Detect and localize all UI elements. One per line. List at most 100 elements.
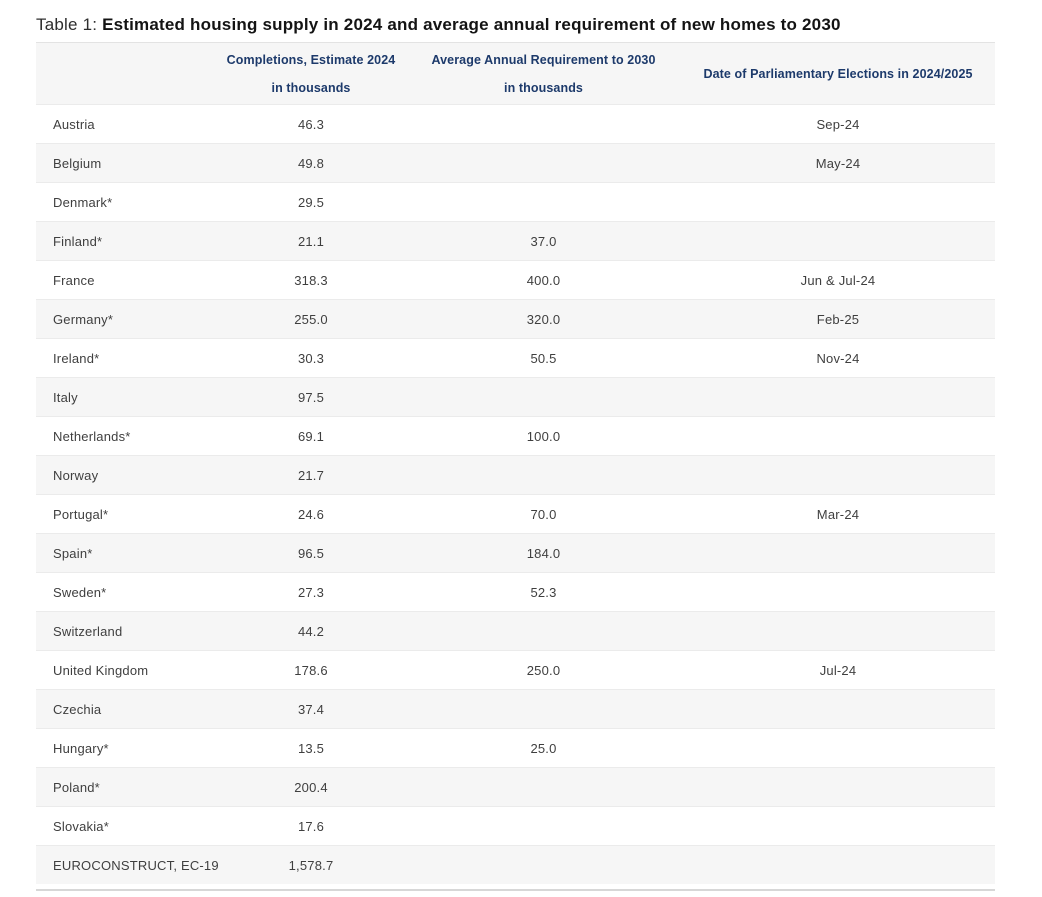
- requirement-cell: [406, 456, 681, 494]
- table-row: Austria 46.3 Sep-24: [36, 104, 995, 143]
- country-cell: Switzerland: [53, 623, 123, 639]
- header-requirement-line2: in thousands: [504, 80, 583, 95]
- country-cell: Germany*: [53, 311, 114, 327]
- table-title-prefix: Table 1:: [36, 15, 103, 34]
- country-cell: Norway: [53, 467, 99, 483]
- elections-cell: Mar-24: [816, 506, 860, 522]
- table-header-row: Completions, Estimate 2024 in thousands …: [36, 42, 995, 104]
- elections-cell: May-24: [815, 155, 861, 171]
- header-completions-line2: in thousands: [271, 80, 351, 95]
- table-row: Netherlands* 69.1 100.0: [36, 416, 995, 455]
- completions-cell: 21.7: [297, 467, 325, 483]
- completions-cell: 200.4: [294, 779, 328, 795]
- country-cell: EUROCONSTRUCT, EC-19: [53, 857, 219, 873]
- country-cell: Finland*: [53, 233, 103, 249]
- elections-cell: Sep-24: [816, 116, 860, 132]
- requirement-cell: 50.5: [530, 350, 557, 366]
- elections-cell: [681, 378, 995, 416]
- elections-cell: Feb-25: [816, 311, 860, 327]
- requirement-cell: [406, 378, 681, 416]
- elections-cell: Nov-24: [816, 350, 860, 366]
- country-cell: Denmark*: [53, 194, 113, 210]
- header-country: [36, 43, 216, 104]
- header-requirement-line1: Average Annual Requirement to 2030: [431, 52, 656, 67]
- table-row: France 318.3 400.0 Jun & Jul-24: [36, 260, 995, 299]
- completions-cell: 44.2: [297, 623, 325, 639]
- table-row: Norway 21.7: [36, 455, 995, 494]
- requirement-cell: 52.3: [530, 584, 557, 600]
- country-cell: Spain*: [53, 545, 93, 561]
- table-row: Slovakia* 17.6: [36, 806, 995, 845]
- header-completions-line1: Completions, Estimate 2024: [226, 52, 396, 67]
- completions-cell: 1,578.7: [288, 857, 334, 873]
- country-cell: Austria: [53, 116, 95, 132]
- table-row: Denmark* 29.5: [36, 182, 995, 221]
- table-body: Austria 46.3 Sep-24 Belgium 49.8 May-24 …: [36, 104, 995, 884]
- country-cell: Czechia: [53, 701, 102, 717]
- country-cell: Belgium: [53, 155, 102, 171]
- completions-cell: 13.5: [297, 740, 325, 756]
- completions-cell: 24.6: [297, 506, 325, 522]
- requirement-cell: [406, 846, 681, 884]
- country-cell: Hungary*: [53, 740, 109, 756]
- completions-cell: 49.8: [297, 155, 325, 171]
- requirement-cell: 100.0: [526, 428, 561, 444]
- country-cell: Slovakia*: [53, 818, 109, 834]
- elections-cell: [681, 534, 995, 572]
- requirement-cell: 70.0: [530, 506, 557, 522]
- completions-cell: 178.6: [294, 662, 328, 678]
- requirement-cell: 37.0: [530, 233, 557, 249]
- table-row: Switzerland 44.2: [36, 611, 995, 650]
- country-cell: France: [53, 272, 95, 288]
- table-row: United Kingdom 178.6 250.0 Jul-24: [36, 650, 995, 689]
- country-cell: Sweden*: [53, 584, 107, 600]
- table-row: Poland* 200.4: [36, 767, 995, 806]
- completions-cell: 17.6: [297, 818, 325, 834]
- table-row: Spain* 96.5 184.0: [36, 533, 995, 572]
- requirement-cell: [406, 144, 681, 182]
- elections-cell: Jul-24: [819, 662, 857, 678]
- table-title-main: Estimated housing supply in 2024 and ave…: [102, 15, 841, 34]
- country-cell: Ireland*: [53, 350, 100, 366]
- completions-cell: 29.5: [297, 194, 325, 210]
- completions-cell: 37.4: [297, 701, 325, 717]
- elections-cell: [681, 573, 995, 611]
- completions-cell: 69.1: [297, 428, 325, 444]
- elections-cell: [681, 846, 995, 884]
- header-elections: Date of Parliamentary Elections in 2024/…: [681, 43, 995, 104]
- requirement-cell: 250.0: [526, 662, 561, 678]
- completions-cell: 97.5: [297, 389, 325, 405]
- header-elections-line1: Date of Parliamentary Elections in 2024/…: [703, 66, 973, 81]
- table-row: Sweden* 27.3 52.3: [36, 572, 995, 611]
- table-row: EUROCONSTRUCT, EC-19 1,578.7: [36, 845, 995, 884]
- header-completions: Completions, Estimate 2024 in thousands: [216, 43, 406, 104]
- completions-cell: 96.5: [297, 545, 325, 561]
- elections-cell: [681, 612, 995, 650]
- requirement-cell: [406, 807, 681, 845]
- requirement-cell: [406, 183, 681, 221]
- table-row: Ireland* 30.3 50.5 Nov-24: [36, 338, 995, 377]
- completions-cell: 46.3: [297, 116, 325, 132]
- table-row: Finland* 21.1 37.0: [36, 221, 995, 260]
- requirement-cell: 25.0: [530, 740, 557, 756]
- country-cell: United Kingdom: [53, 662, 149, 678]
- table-title: Table 1: Estimated housing supply in 202…: [36, 0, 995, 42]
- country-cell: Italy: [53, 389, 78, 405]
- table-row: Italy 97.5: [36, 377, 995, 416]
- table-row: Hungary* 13.5 25.0: [36, 728, 995, 767]
- elections-cell: [681, 690, 995, 728]
- requirement-cell: [406, 612, 681, 650]
- completions-cell: 318.3: [294, 272, 328, 288]
- elections-cell: [681, 456, 995, 494]
- bottom-divider: [36, 889, 995, 891]
- elections-cell: [681, 222, 995, 260]
- country-cell: Netherlands*: [53, 428, 131, 444]
- completions-cell: 27.3: [297, 584, 325, 600]
- requirement-cell: 184.0: [526, 545, 561, 561]
- elections-cell: Jun & Jul-24: [800, 272, 876, 288]
- table-row: Portugal* 24.6 70.0 Mar-24: [36, 494, 995, 533]
- table-row: Belgium 49.8 May-24: [36, 143, 995, 182]
- completions-cell: 255.0: [294, 311, 328, 327]
- country-cell: Poland*: [53, 779, 100, 795]
